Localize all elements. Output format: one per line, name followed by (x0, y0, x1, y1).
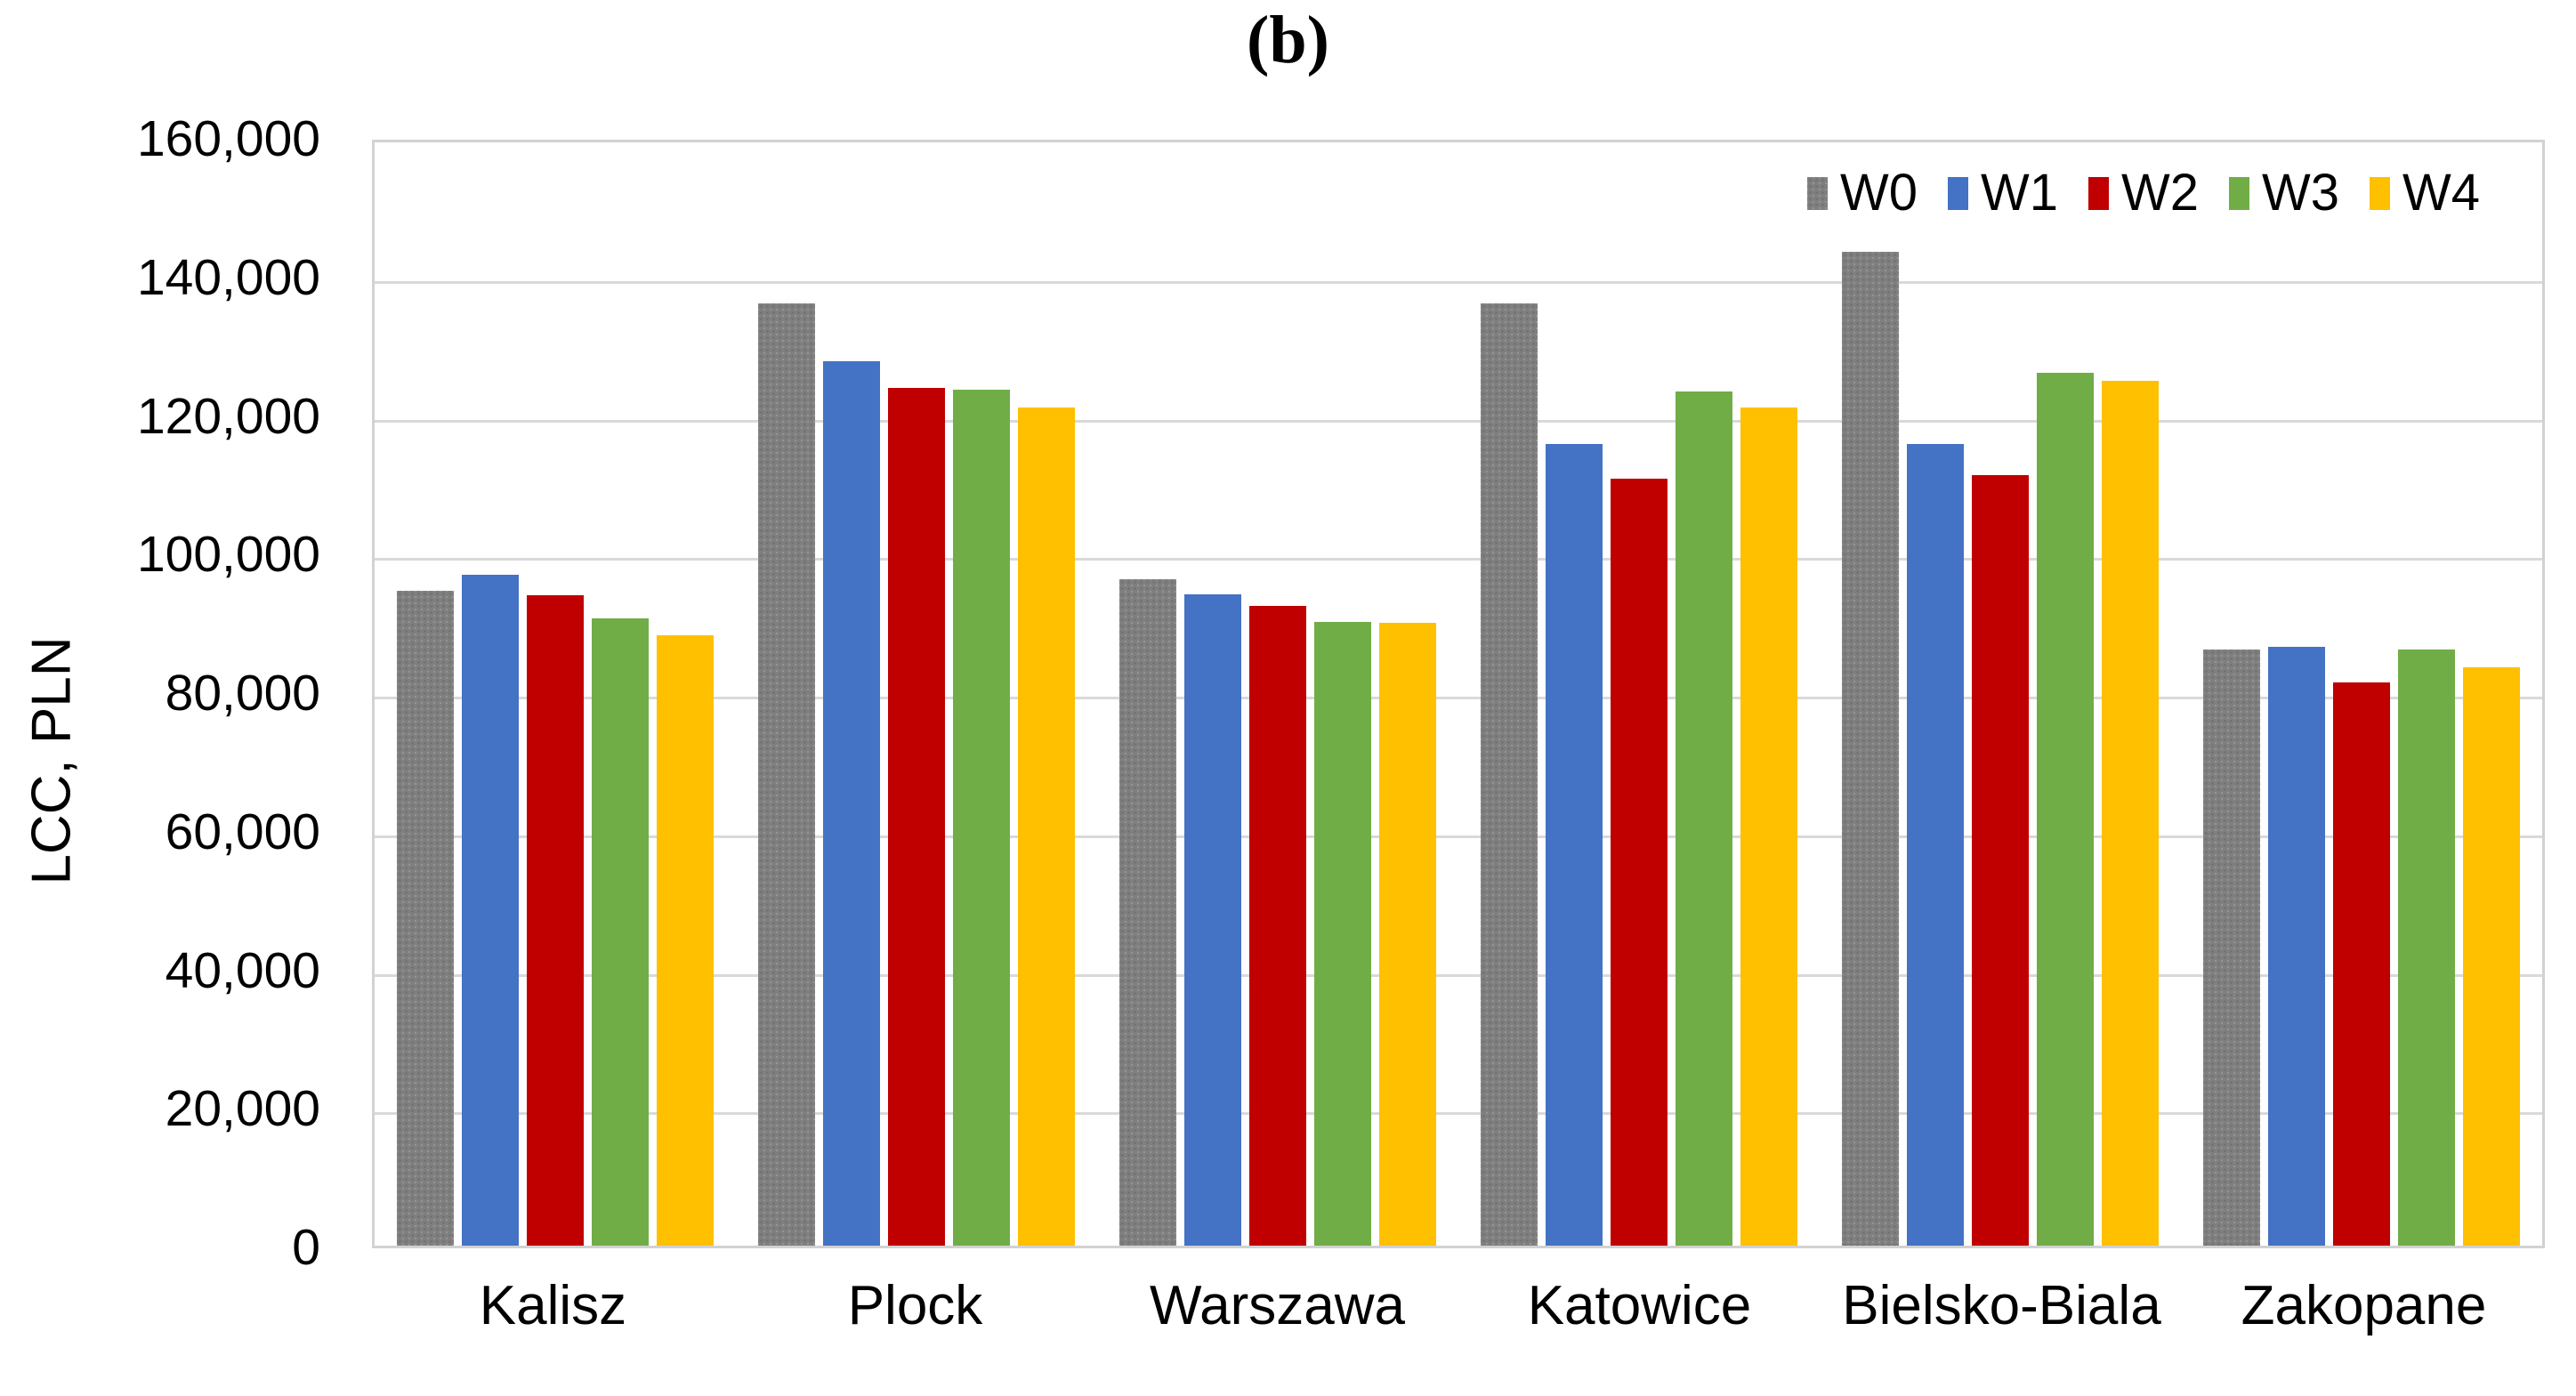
legend-label-w0: W0 (1840, 164, 1918, 222)
gridline (375, 558, 2542, 561)
bar-group-plock (736, 142, 1097, 1246)
x-category-label-kalisz: Kalisz (479, 1275, 627, 1336)
y-tick-label-140000: 140,000 (136, 248, 320, 306)
bar-w4-plock (1018, 407, 1075, 1246)
bar-w0-kalisz (397, 590, 454, 1246)
bar-w4-bielsko-biala (2102, 381, 2159, 1246)
bar-series-area (375, 142, 2542, 1246)
bar-group-warszawa (1097, 142, 1458, 1246)
y-tick-label-100000: 100,000 (136, 526, 320, 584)
bar-w3-warszawa (1314, 622, 1371, 1246)
x-category-label-warszawa: Warszawa (1149, 1275, 1406, 1336)
gridline (375, 1112, 2542, 1116)
legend-label-w1: W1 (1981, 164, 2058, 222)
bar-group-kalisz (375, 142, 736, 1246)
legend-item-w0: W0 (1807, 167, 1918, 219)
x-category-label-katowice: Katowice (1527, 1275, 1752, 1336)
x-category-label-zakopane: Zakopane (2241, 1275, 2487, 1336)
legend-swatch-w0 (1807, 176, 1828, 210)
gridline (375, 835, 2542, 838)
bar-w3-zakopane (2398, 649, 2455, 1246)
bar-w4-kalisz (657, 635, 714, 1246)
bar-w0-plock (758, 303, 815, 1246)
legend-swatch-w1 (1948, 176, 1968, 210)
legend-item-w1: W1 (1948, 167, 2058, 219)
legend-item-w3: W3 (2229, 167, 2339, 219)
x-category-label-plock: Plock (847, 1275, 983, 1336)
bar-w0-katowice (1481, 303, 1538, 1246)
bar-w0-bielsko-biala (1842, 252, 1899, 1246)
legend-swatch-w2 (2088, 176, 2109, 210)
bar-w4-warszawa (1379, 623, 1436, 1246)
bar-w3-katowice (1676, 391, 1732, 1246)
bar-w1-katowice (1546, 443, 1603, 1246)
y-tick-label-60000: 60,000 (165, 803, 320, 860)
bar-w3-bielsko-biala (2037, 372, 2094, 1246)
legend-label-w2: W2 (2121, 164, 2199, 222)
legend-item-w2: W2 (2088, 167, 2199, 219)
bar-w3-kalisz (592, 617, 649, 1246)
bar-w2-kalisz (527, 595, 584, 1246)
chart-title: (b) (1247, 3, 1329, 77)
bar-w1-kalisz (462, 574, 519, 1246)
bar-w2-bielsko-biala (1972, 475, 2029, 1246)
legend-label-w4: W4 (2402, 164, 2480, 222)
bar-w2-warszawa (1249, 605, 1306, 1246)
bar-w0-zakopane (2203, 650, 2260, 1246)
bar-group-katowice (1458, 142, 1820, 1246)
bar-w1-warszawa (1184, 593, 1241, 1246)
gridline (375, 697, 2542, 699)
gridline (375, 419, 2542, 423)
bar-w3-plock (953, 390, 1010, 1246)
bar-w4-katowice (1740, 408, 1797, 1246)
legend: W0 W1 W2 W3 W4 (1807, 167, 2480, 219)
bar-group-zakopane (2181, 142, 2542, 1246)
gridline (375, 973, 2542, 977)
legend-swatch-w3 (2229, 176, 2249, 210)
bar-w2-katowice (1611, 479, 1668, 1246)
bar-w0-warszawa (1119, 578, 1176, 1246)
y-tick-label-80000: 80,000 (165, 665, 320, 722)
bar-w2-plock (888, 387, 945, 1246)
y-tick-label-120000: 120,000 (136, 387, 320, 445)
bar-w1-zakopane (2268, 646, 2325, 1246)
legend-item-w4: W4 (2370, 167, 2480, 219)
bar-group-bielsko-biala (1820, 142, 2181, 1246)
y-tick-label-0: 0 (292, 1219, 320, 1276)
y-tick-label-40000: 40,000 (165, 941, 320, 999)
bar-w1-bielsko-biala (1907, 444, 1964, 1246)
y-tick-label-160000: 160,000 (136, 110, 320, 167)
bar-w2-zakopane (2333, 682, 2390, 1246)
plot-area: W0 W1 W2 W3 W4 (372, 140, 2545, 1248)
legend-label-w3: W3 (2262, 164, 2339, 222)
y-tick-label-20000: 20,000 (165, 1080, 320, 1138)
legend-swatch-w4 (2370, 176, 2390, 210)
bar-w4-zakopane (2463, 666, 2520, 1246)
x-category-label-bielsko-biala: Bielsko-Biala (1842, 1275, 2161, 1336)
gridline (375, 280, 2542, 284)
x-axis-category-labels: Kalisz Plock Warszawa Katowice Bielsko-Biala… (372, 1274, 2545, 1337)
bar-w1-plock (823, 361, 880, 1246)
